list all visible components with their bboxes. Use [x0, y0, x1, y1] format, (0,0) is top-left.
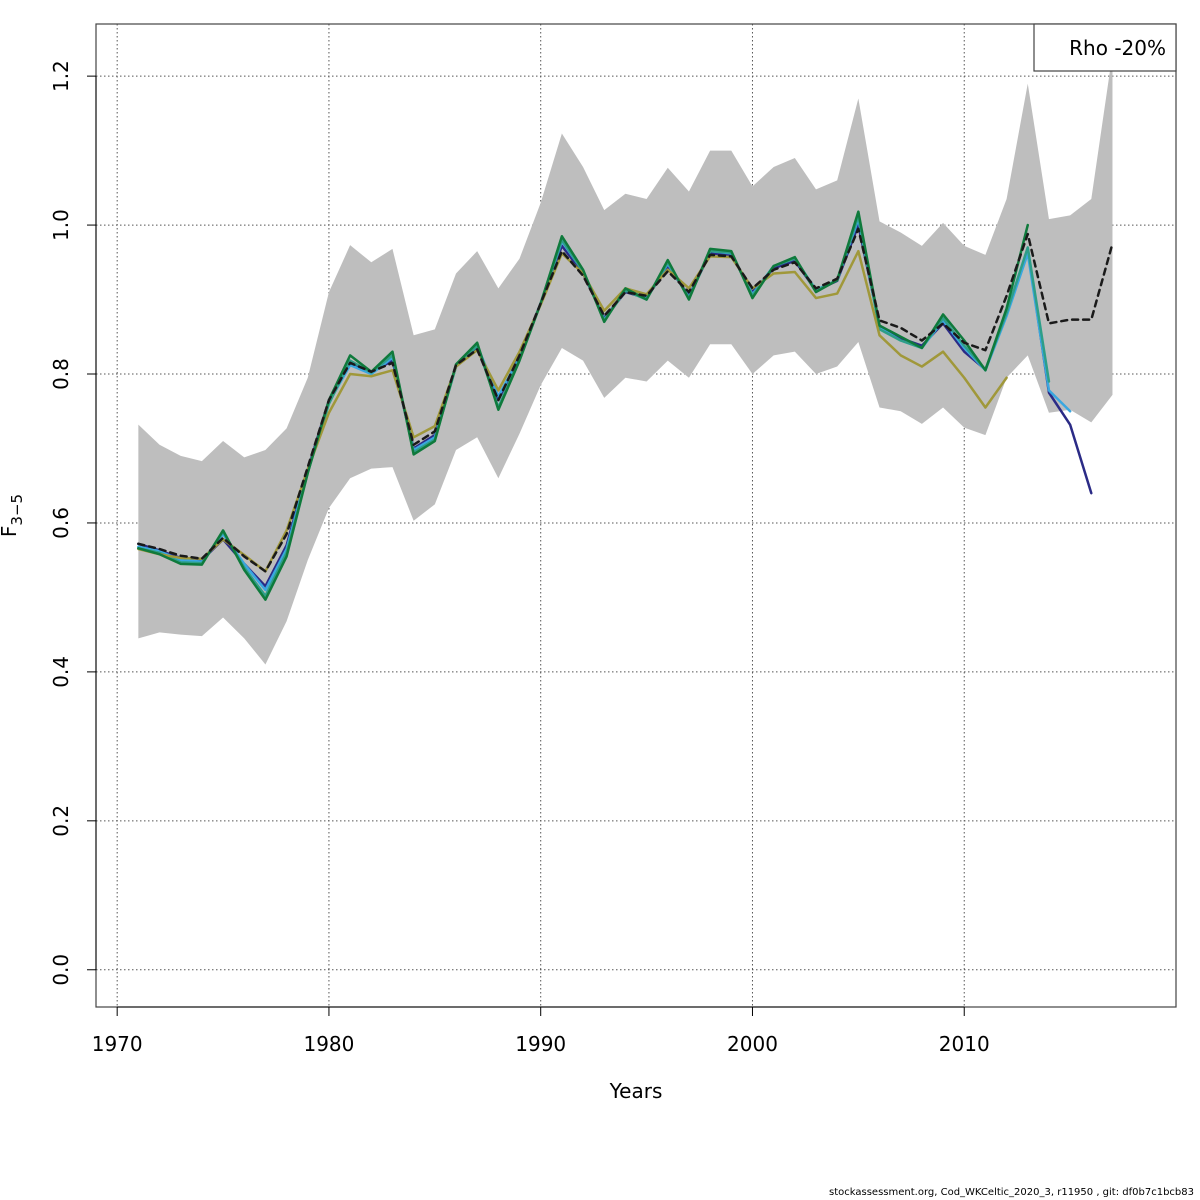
y-tick-label-6: 1.2	[49, 60, 73, 92]
x-tick-label-1990: 1990	[515, 1032, 566, 1056]
footer-credit: stockassessment.org, Cod_WKCeltic_2020_3…	[829, 1187, 1194, 1198]
legend: Rho -20%	[1033, 23, 1177, 72]
y-tick-label-2: 0.4	[49, 656, 73, 688]
x-tick-label-2000: 2000	[727, 1032, 778, 1056]
legend-label: Rho -20%	[1069, 36, 1166, 60]
y-axis-title-text: F3−5	[0, 494, 26, 537]
y-axis-title: F3−5	[0, 494, 26, 537]
x-tick-label-1980: 1980	[303, 1032, 354, 1056]
confidence-band-area	[138, 53, 1113, 665]
y-tick-label-5: 1.0	[49, 209, 73, 241]
x-tick-label-1970: 1970	[92, 1032, 143, 1056]
confidence-band	[138, 53, 1113, 665]
y-tick-label-4: 0.8	[49, 358, 73, 390]
y-axis-title-subscript: 3−5	[8, 494, 26, 526]
x-tick-label-2010: 2010	[939, 1032, 990, 1056]
series-line-0	[137, 227, 1114, 573]
series-lines	[137, 210, 1114, 601]
x-axis-title: Years	[609, 1079, 663, 1103]
y-axis-title-main: F	[0, 526, 21, 538]
axes: 1970 1980 1990 2000 2010 0.0 0.2 0.4 0.6 0.8 1.0 1.…	[49, 60, 990, 1056]
y-tick-label-0: 0.0	[49, 954, 73, 986]
series-line-5	[137, 210, 1030, 601]
legend-box	[1033, 23, 1177, 72]
y-tick-label-1: 0.2	[49, 805, 73, 837]
y-tick-label-3: 0.6	[49, 507, 73, 539]
